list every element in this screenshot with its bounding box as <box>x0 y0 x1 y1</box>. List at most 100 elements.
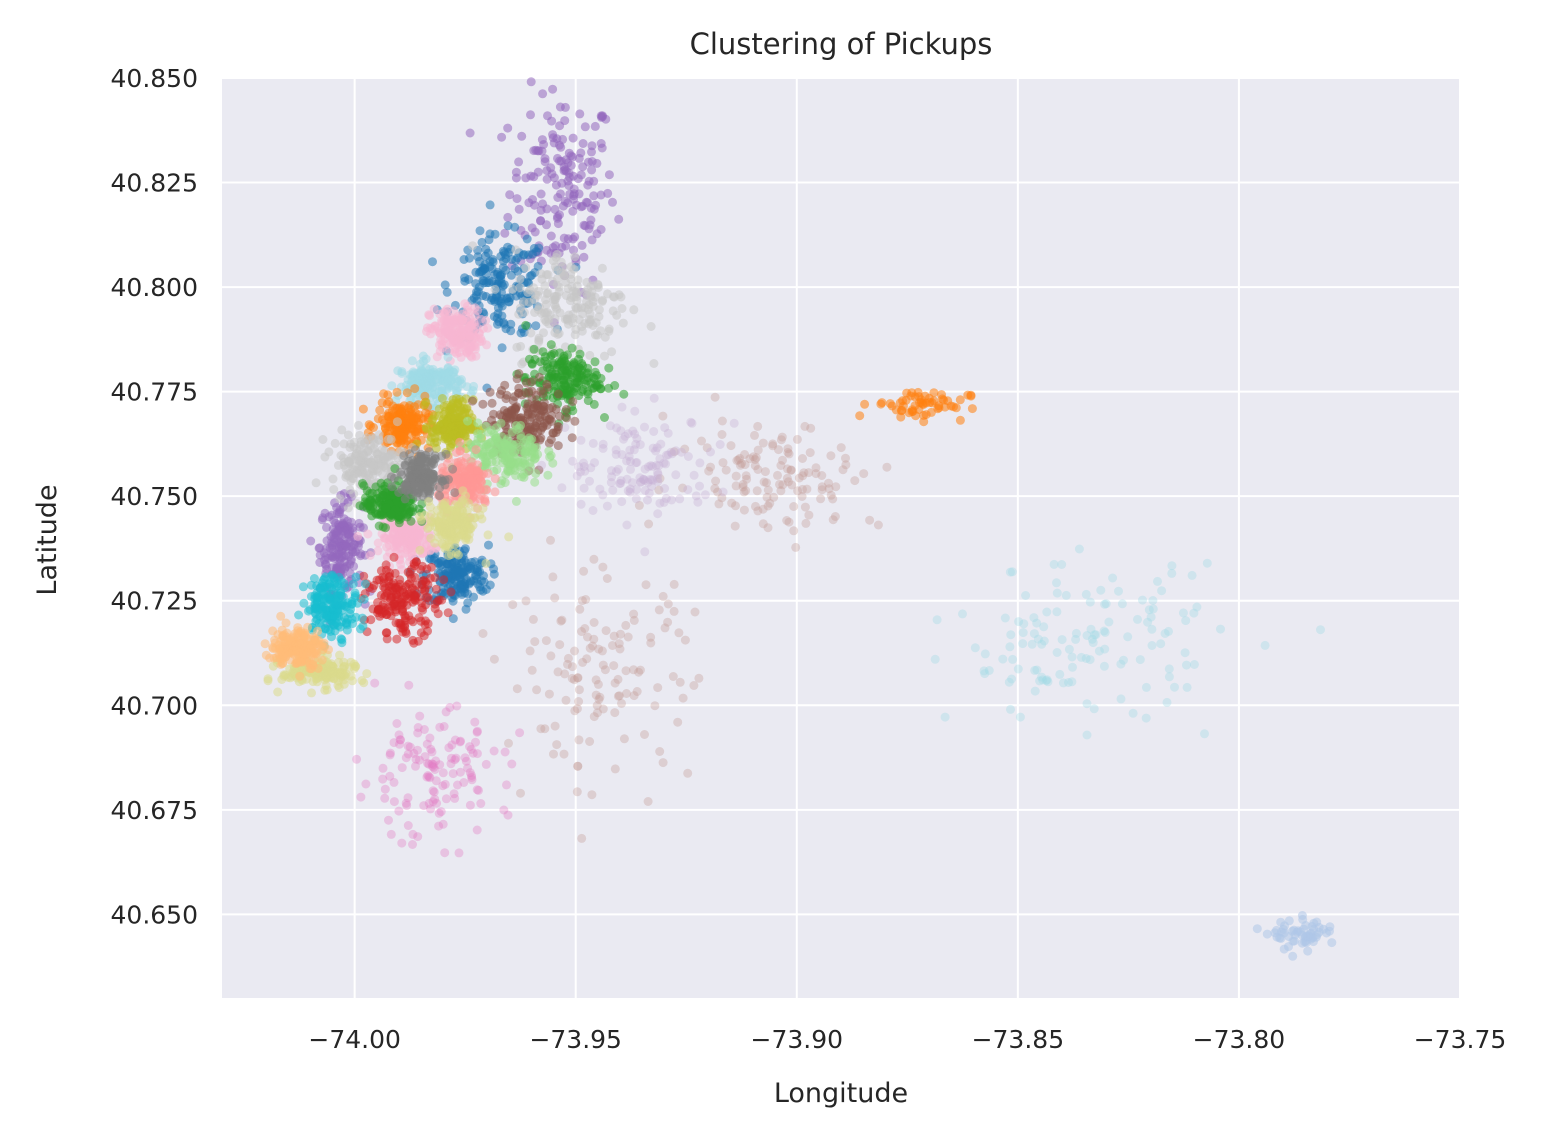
scatter-point <box>616 478 626 488</box>
scatter-point <box>614 639 624 649</box>
scatter-point <box>547 410 557 420</box>
scatter-point <box>347 599 357 609</box>
scatter-point <box>432 323 442 333</box>
scatter-point <box>573 673 583 683</box>
scatter-point <box>397 594 407 604</box>
scatter-point <box>649 427 659 436</box>
scatter-point <box>877 398 887 408</box>
scatter-point <box>472 785 482 795</box>
scatter-point <box>411 754 421 764</box>
scatter-point <box>580 122 590 132</box>
scatter-point <box>655 454 665 464</box>
scatter-point <box>369 423 378 432</box>
scatter-point <box>572 471 582 481</box>
scatter-point <box>427 759 437 769</box>
scatter-point <box>322 522 331 532</box>
scatter-point <box>534 286 544 296</box>
scatter-point <box>636 477 645 487</box>
scatter-point <box>448 769 458 779</box>
scatter-point <box>924 393 934 403</box>
scatter-point <box>451 753 461 763</box>
scatter-point <box>413 728 423 738</box>
scatter-point <box>471 737 480 747</box>
scatter-point <box>405 742 415 752</box>
scatter-point <box>801 518 811 528</box>
scatter-point <box>659 497 669 507</box>
scatter-point <box>625 487 635 497</box>
scatter-point <box>561 155 571 165</box>
scatter-point <box>958 609 967 619</box>
scatter-point <box>750 461 760 471</box>
scatter-point <box>468 241 478 251</box>
scatter-point <box>505 190 515 200</box>
scatter-point <box>417 366 427 376</box>
scatter-point <box>463 416 473 426</box>
scatter-point <box>529 344 539 354</box>
scatter-point <box>410 593 420 603</box>
scatter-point <box>1156 639 1166 649</box>
scatter-point <box>613 691 623 701</box>
scatter-point <box>1157 586 1167 596</box>
scatter-point <box>655 747 665 756</box>
scatter-point <box>397 763 407 773</box>
scatter-point <box>574 735 584 745</box>
scatter-point <box>473 252 483 262</box>
scatter-point <box>475 267 485 277</box>
scatter-points <box>260 77 1337 961</box>
scatter-point <box>613 674 623 684</box>
scatter-point <box>717 430 727 439</box>
scatter-point <box>1052 607 1062 617</box>
scatter-point <box>463 763 473 773</box>
scatter-point <box>464 535 474 544</box>
scatter-point <box>385 750 395 760</box>
scatter-point <box>600 332 610 342</box>
scatter-point <box>588 641 598 651</box>
scatter-point <box>382 634 392 644</box>
scatter-point <box>601 626 611 636</box>
scatter-point <box>1035 676 1045 686</box>
scatter-point <box>450 755 460 765</box>
scatter-point <box>1117 599 1127 609</box>
scatter-point <box>590 357 600 367</box>
scatter-point <box>695 481 704 491</box>
scatter-point <box>1160 629 1170 638</box>
scatter-point <box>630 429 640 439</box>
scatter-point <box>678 483 688 493</box>
scatter-point <box>589 191 599 201</box>
x-tick-label: −73.95 <box>529 1025 622 1054</box>
scatter-point <box>424 497 434 506</box>
scatter-point <box>417 384 427 394</box>
scatter-point <box>559 162 569 172</box>
scatter-point <box>381 565 391 575</box>
scatter-point <box>668 672 678 681</box>
scatter-point <box>618 318 628 328</box>
scatter-point <box>802 484 812 494</box>
scatter-point <box>404 680 414 690</box>
scatter-point <box>357 676 367 685</box>
scatter-point <box>408 455 418 465</box>
scatter-point <box>414 504 424 514</box>
scatter-point <box>1067 652 1077 662</box>
scatter-point <box>591 675 601 685</box>
scatter-point <box>573 761 583 771</box>
scatter-point <box>397 367 407 377</box>
scatter-point <box>751 501 760 511</box>
scatter-point <box>357 448 367 458</box>
scatter-point <box>556 616 566 626</box>
scatter-point <box>632 485 642 495</box>
scatter-point <box>336 451 346 460</box>
scatter-point <box>783 444 793 454</box>
scatter-point <box>1037 639 1047 649</box>
scatter-point <box>585 643 595 653</box>
scatter-point <box>588 321 598 330</box>
scatter-point <box>603 188 613 198</box>
scatter-point <box>811 463 821 473</box>
scatter-point <box>570 646 579 656</box>
scatter-point <box>496 296 506 306</box>
scatter-point <box>841 453 850 463</box>
scatter-point <box>455 737 465 747</box>
scatter-point <box>1170 682 1179 692</box>
scatter-point <box>395 403 405 413</box>
scatter-point <box>625 484 635 494</box>
scatter-point <box>401 480 411 490</box>
